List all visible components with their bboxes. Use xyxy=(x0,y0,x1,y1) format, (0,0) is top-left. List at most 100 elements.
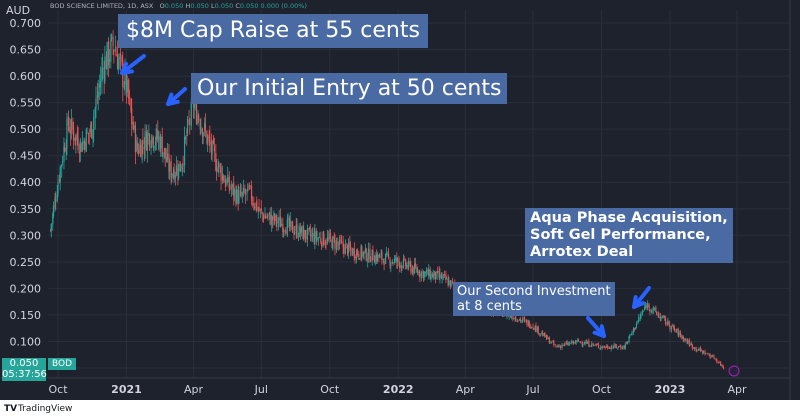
candle-body xyxy=(619,346,621,347)
candle-body xyxy=(275,214,277,221)
candle-body xyxy=(111,34,113,39)
candle-body xyxy=(123,85,125,88)
candle-body xyxy=(309,230,311,236)
candle-body xyxy=(72,121,74,130)
candle-body xyxy=(137,150,140,155)
candle-body xyxy=(713,355,715,359)
candle-body xyxy=(379,254,381,258)
tradingview-brand[interactable]: TradingView xyxy=(18,404,73,414)
candle-body xyxy=(704,351,706,355)
tradingview-logo-icon[interactable]: TV xyxy=(4,404,18,414)
candle-body xyxy=(353,248,355,258)
candle-body xyxy=(441,275,443,279)
candle-body xyxy=(131,108,133,125)
y-tick-label: 0.250 xyxy=(10,256,42,269)
candle-body xyxy=(134,125,137,153)
candle-body xyxy=(345,243,347,245)
candle-body xyxy=(68,127,70,132)
candle-body xyxy=(267,214,269,216)
candle-body xyxy=(95,98,97,109)
candle-body xyxy=(594,344,597,346)
candle-body xyxy=(148,134,151,147)
candle-body xyxy=(382,259,384,261)
candle-body xyxy=(422,271,425,279)
y-tick-label: 0.450 xyxy=(10,150,42,163)
candle-body xyxy=(78,151,81,155)
candle-body xyxy=(537,326,539,334)
candle-body xyxy=(189,122,191,124)
candle-body xyxy=(114,50,116,52)
candle-body xyxy=(559,345,561,347)
candle-body xyxy=(315,230,317,239)
candle-body xyxy=(224,179,227,188)
candle-body xyxy=(96,95,99,99)
symbol-name[interactable]: BOD SCIENCE LIMITED, 1D, ASX xyxy=(50,2,154,10)
candle-body xyxy=(369,248,371,262)
candle-body xyxy=(179,161,181,172)
candle-body xyxy=(300,226,303,233)
candle-body xyxy=(539,333,541,335)
candle-body xyxy=(121,56,123,63)
candle-body xyxy=(202,132,204,137)
candle-body xyxy=(285,232,287,234)
candle-body xyxy=(280,224,282,226)
candle-body xyxy=(425,271,427,274)
candle-body xyxy=(116,54,119,69)
candle-body xyxy=(289,219,291,227)
candle-body xyxy=(525,320,527,322)
candle-body xyxy=(335,241,338,251)
candle-body xyxy=(524,319,526,321)
candle-body xyxy=(684,338,686,341)
candle-body xyxy=(230,188,233,190)
candle-body xyxy=(248,186,250,188)
candle-body xyxy=(221,173,224,181)
candle-body xyxy=(689,343,691,345)
candle-body xyxy=(530,326,532,328)
candle-body xyxy=(338,238,341,245)
candle-body xyxy=(572,340,574,344)
candle-body xyxy=(702,350,704,354)
candle-body xyxy=(396,257,398,263)
candle-body xyxy=(262,212,264,215)
candle-body xyxy=(195,97,198,124)
candle-body xyxy=(133,124,135,130)
candle-body xyxy=(682,336,684,338)
price-chart[interactable]: 0.700 0.650 0.600 0.550 0.500 0.450 0.400 0.350… xyxy=(0,0,800,400)
aqua-phase-annotation: Aqua Phase Acquisition, Soft Gel Perform… xyxy=(525,208,733,263)
candle-body xyxy=(387,253,389,255)
candle-body xyxy=(389,259,391,266)
candle-body xyxy=(160,136,162,149)
aqua-phase-arrow-icon xyxy=(632,286,651,309)
candle-body xyxy=(632,328,635,333)
candle-body xyxy=(550,342,552,344)
y-tick-label: 0.400 xyxy=(10,176,42,189)
candle-body xyxy=(128,79,130,99)
candle-body xyxy=(97,91,99,98)
candle-body xyxy=(148,133,150,136)
y-tick-label: 0.650 xyxy=(10,44,42,57)
candle-body xyxy=(451,281,454,283)
event-marker-icon[interactable] xyxy=(728,365,740,377)
candle-body xyxy=(534,325,536,331)
candle-body xyxy=(280,216,282,228)
arrow-head xyxy=(592,324,606,338)
candle-body xyxy=(579,341,581,343)
candle-body xyxy=(175,174,177,178)
candle-body xyxy=(449,280,451,287)
candle-body xyxy=(318,236,320,238)
candle-body xyxy=(628,336,630,343)
candle-body xyxy=(431,273,434,278)
candle-body xyxy=(434,272,437,279)
x-axis: Oct2021AprJulOct2022AprJulOct2023AprJ xyxy=(48,383,747,396)
candle-body xyxy=(295,225,297,232)
candle-body xyxy=(271,216,274,221)
candle-body xyxy=(360,246,362,260)
candle-body xyxy=(231,184,233,188)
candle-body xyxy=(381,252,383,261)
candle-body xyxy=(329,233,331,239)
candle-body xyxy=(400,265,402,268)
candle-body xyxy=(545,335,548,339)
candlesticks xyxy=(49,30,725,370)
candle-body xyxy=(94,108,96,118)
x-tick-label: 2023 xyxy=(655,383,686,396)
